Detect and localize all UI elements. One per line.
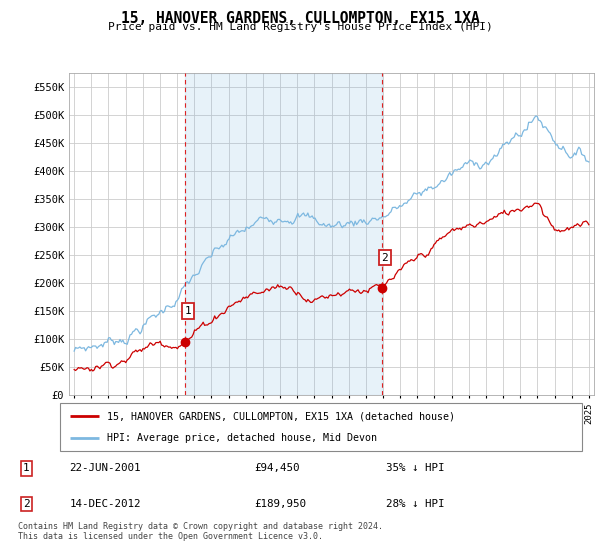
Text: 1: 1 [23,464,30,473]
Text: 1: 1 [184,306,191,316]
Text: 15, HANOVER GARDENS, CULLOMPTON, EX15 1XA (detached house): 15, HANOVER GARDENS, CULLOMPTON, EX15 1X… [107,411,455,421]
Text: £94,450: £94,450 [254,464,299,473]
Text: 2: 2 [382,253,388,263]
Text: 15, HANOVER GARDENS, CULLOMPTON, EX15 1XA: 15, HANOVER GARDENS, CULLOMPTON, EX15 1X… [121,11,479,26]
Text: 35% ↓ HPI: 35% ↓ HPI [386,464,445,473]
Bar [185,73,382,395]
Text: 22-JUN-2001: 22-JUN-2001 [70,464,141,473]
Text: Price paid vs. HM Land Registry's House Price Index (HPI): Price paid vs. HM Land Registry's House … [107,22,493,32]
FancyBboxPatch shape [60,403,582,451]
Text: £189,950: £189,950 [254,499,306,509]
Text: 14-DEC-2012: 14-DEC-2012 [70,499,141,509]
Text: 2: 2 [23,499,30,509]
Text: Contains HM Land Registry data © Crown copyright and database right 2024.
This d: Contains HM Land Registry data © Crown c… [18,522,383,542]
Text: 28% ↓ HPI: 28% ↓ HPI [386,499,445,509]
Text: HPI: Average price, detached house, Mid Devon: HPI: Average price, detached house, Mid … [107,433,377,443]
